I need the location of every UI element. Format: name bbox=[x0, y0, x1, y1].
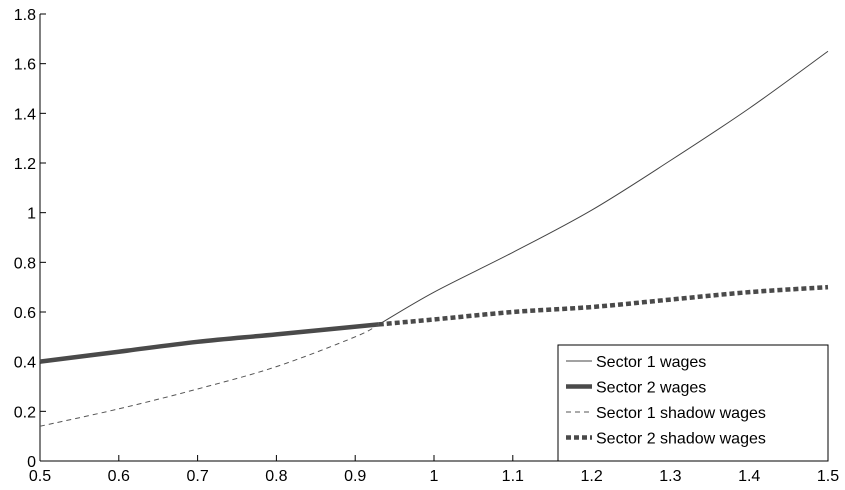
series-line-3 bbox=[39, 323, 380, 427]
legend-label: Sector 2 wages bbox=[596, 380, 706, 397]
x-tick-label: 1.1 bbox=[502, 468, 524, 485]
x-tick-label: 0.7 bbox=[186, 468, 208, 485]
y-tick-label: 1.4 bbox=[14, 106, 36, 123]
axes: 0.5 0.6 0.7 0.8 0.9 1 1.1 1.2 1.3 1.4 1.5 0 0.2 0.4 0.… bbox=[14, 7, 839, 485]
x-tick-label: 0.9 bbox=[344, 468, 366, 485]
y-tick-label: 1 bbox=[27, 206, 36, 223]
series-line-4 bbox=[378, 284, 829, 327]
y-tick-label: 1.6 bbox=[14, 57, 36, 74]
x-tick-label: 1.3 bbox=[659, 468, 681, 485]
legend-box bbox=[557, 344, 829, 462]
y-tick-label: 1.2 bbox=[14, 156, 36, 173]
y-tick-label: 0 bbox=[27, 454, 36, 471]
x-tick-label: 0.8 bbox=[265, 468, 287, 485]
legend-label: Sector 2 shadow wages bbox=[596, 431, 766, 448]
y-tick-label: 0.8 bbox=[14, 255, 36, 272]
x-tick-label: 0.6 bbox=[108, 468, 130, 485]
x-tick-label: 1.2 bbox=[580, 468, 602, 485]
legend-label: Sector 1 wages bbox=[596, 354, 706, 371]
legend: Sector 1 wages Sector 2 wages Sector 1 sha… bbox=[557, 344, 829, 462]
y-tick-label: 1.8 bbox=[14, 7, 36, 24]
series-lines bbox=[39, 50, 829, 427]
series-line-1 bbox=[378, 50, 829, 325]
x-tick-label: 0.5 bbox=[29, 468, 51, 485]
legend-label: Sector 1 shadow wages bbox=[596, 405, 766, 422]
y-tick-label: 0.2 bbox=[14, 404, 36, 421]
y-tick-label: 0.6 bbox=[14, 305, 36, 322]
x-tick-label: 1 bbox=[430, 468, 439, 485]
x-tick-label: 1.4 bbox=[738, 468, 760, 485]
series-line-2 bbox=[39, 322, 380, 364]
x-tick-label: 1.5 bbox=[817, 468, 839, 485]
y-tick-label: 0.4 bbox=[14, 355, 36, 372]
